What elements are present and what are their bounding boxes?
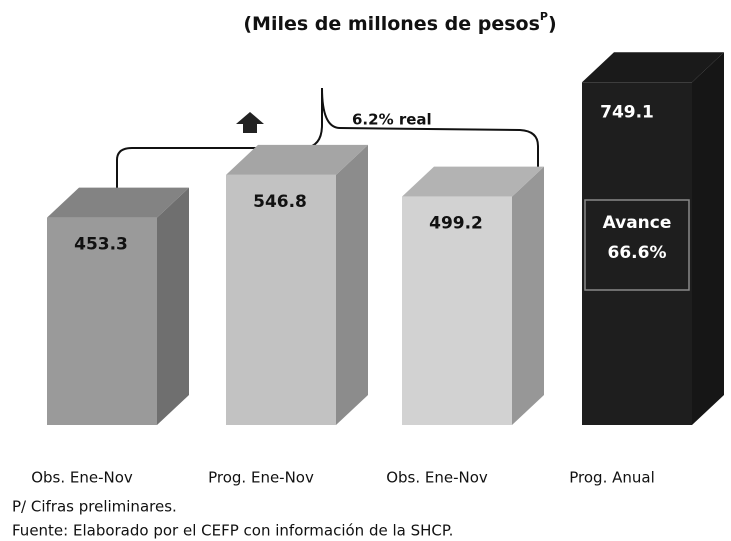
progress-label: Avance [603,213,672,233]
value-label: 453.3 [74,235,128,255]
progress-value: 66.6% [608,243,667,263]
bar [582,52,724,426]
bar-top [226,144,368,175]
value-label: 546.8 [253,192,307,212]
note: P/ Cifras preliminares. [12,498,177,516]
value-label: 499.2 [429,214,483,234]
bar [402,166,544,425]
bar-front [402,196,512,425]
x-tick-label: Obs. Ene-Nov [31,469,133,487]
bar-side [157,187,189,425]
brace [116,87,539,190]
bar-top [402,166,544,197]
note: Fuente: Elaborado por el CEFP con inform… [12,522,453,540]
bar-front [226,174,336,425]
up-arrow [236,112,264,133]
title-text: (Miles de millones de pesos [243,13,540,35]
bar [226,144,368,426]
bar-side [336,144,368,426]
chart-title: (Miles de millones de pesosP) [243,10,556,35]
annotation: 6.2% real [352,111,432,129]
bar-side [512,166,544,425]
x-tick-label: Obs. Ene-Nov [386,469,488,487]
progress-box [584,199,690,291]
value-label: 749.1 [600,102,654,122]
x-tick-label: Prog. Anual [569,469,655,487]
bar [47,187,189,425]
title-close: ) [548,13,557,35]
bar-side [692,52,724,426]
bar-front [582,82,692,426]
x-tick-label: Prog. Ene-Nov [208,469,314,487]
bar-top [582,52,724,83]
title-superscript: P [540,10,548,23]
bar-top [47,187,189,218]
bar-front [47,217,157,425]
